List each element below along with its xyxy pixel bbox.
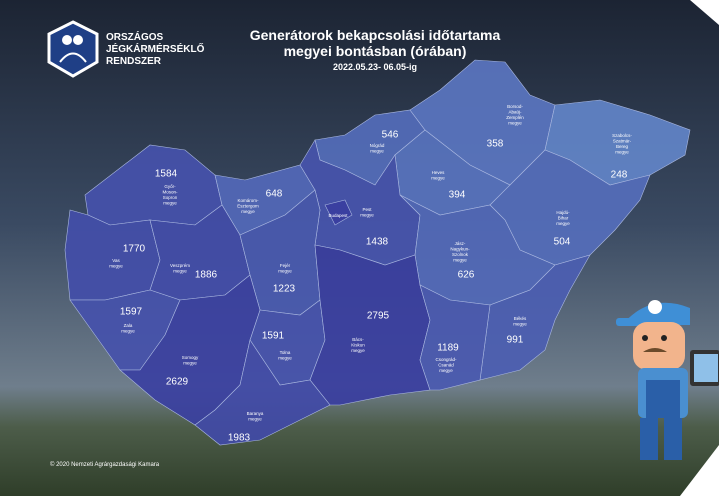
county-name: Somogy (182, 355, 199, 360)
county-value: 358 (487, 139, 504, 150)
county-name: megye (109, 264, 123, 269)
county-name: megye (508, 121, 522, 126)
county-name: Szolnok (452, 252, 469, 257)
county-value: 1584 (155, 169, 178, 180)
county-name: Veszprém (170, 263, 190, 268)
county-name: Borsod- (507, 104, 523, 109)
county-name: Kiskun (351, 343, 365, 348)
counties (64, 59, 691, 446)
county-value: 1770 (123, 244, 146, 255)
county-value: 2795 (367, 311, 390, 322)
county-name: megye (370, 149, 384, 154)
county-name: megye (431, 176, 445, 181)
county-name: Csongrád- (435, 357, 457, 362)
county-name: megye (453, 258, 467, 263)
corner (690, 0, 719, 25)
county-name: Budapest (328, 213, 348, 218)
county-name: megye (163, 201, 177, 206)
county-name: megye (241, 209, 255, 214)
county-value: 546 (382, 130, 399, 141)
county-name: Szatmár- (613, 139, 632, 144)
county-name: Fejér (280, 263, 291, 268)
county-value: 1597 (120, 307, 143, 318)
county-value: 1223 (273, 284, 296, 295)
county-name: Jász- (455, 241, 466, 246)
county-name: Bereg (616, 144, 629, 149)
county-name: megye (278, 269, 292, 274)
county-value: 1438 (366, 237, 389, 248)
county-name: Tolna (280, 350, 291, 355)
county-name: Sopron (163, 195, 178, 200)
title: megyei bontásban (órában) (284, 43, 467, 59)
county-value: 1591 (262, 331, 285, 342)
logo-text: ORSZÁGOS (106, 30, 164, 43)
county-name: Komárom- (237, 198, 259, 203)
county-name: Szabolcs- (612, 133, 632, 138)
county-name: megye (183, 361, 197, 366)
county-name: Bihar (558, 216, 569, 221)
county-name: Heves (432, 170, 446, 175)
subtitle: 2022.05.23- 06.05-ig (333, 62, 417, 72)
county-name: Győr- (164, 184, 176, 189)
county-value: 394 (449, 190, 466, 201)
county-name: megye (360, 213, 374, 218)
county-name: megye (439, 368, 453, 373)
county-name: megye (121, 329, 135, 334)
county-value: 648 (266, 189, 283, 200)
county-name: megye (556, 221, 570, 226)
county-value: 1983 (228, 433, 251, 444)
county-name: megye (248, 417, 262, 422)
county-name: Esztergom (237, 204, 259, 209)
county-name: megye (278, 356, 292, 361)
county-name: Nagykun- (450, 247, 470, 252)
county-value: 504 (554, 237, 571, 248)
county-name: Vas (112, 258, 120, 263)
copyright: © 2020 Nemzeti Agrárgazdasági Kamara (50, 461, 160, 468)
county-name: Zala (124, 323, 133, 328)
county (324, 199, 353, 226)
county-name: Csanád (438, 363, 454, 368)
county (194, 339, 331, 446)
county-value: 626 (458, 270, 475, 281)
county-value: 2629 (166, 377, 189, 388)
county-value: 248 (611, 170, 628, 181)
county-name: Moson- (162, 190, 178, 195)
county (479, 254, 591, 381)
county-value: 1886 (195, 270, 218, 281)
county-name: megye (513, 322, 527, 327)
county-name: megye (615, 150, 629, 155)
county-name: Nógrád (370, 143, 385, 148)
county-name: Zemplén (506, 115, 524, 120)
county-name: Békés (514, 316, 527, 321)
county-name: megye (173, 269, 187, 274)
corner (680, 445, 719, 496)
logo-text: JÉGKÁRMÉRSÉKLŐ (106, 42, 205, 55)
county-value: 991 (507, 335, 524, 346)
county (419, 284, 491, 391)
county-name: Baranya (247, 411, 264, 416)
logo: ORSZÁGOS JÉGKÁRMÉRSÉKLŐ RENDSZER (47, 20, 205, 78)
county-name: megye (351, 348, 365, 353)
title: Generátorok bekapcsolási időtartama (250, 27, 501, 43)
county-name: Abaúj- (508, 110, 522, 115)
county (309, 244, 431, 406)
county-name: Hajdú- (556, 210, 570, 215)
mascot (616, 300, 719, 460)
county-name: Bács- (352, 337, 364, 342)
county-value: 1189 (437, 343, 459, 354)
logo-text: RENDSZER (106, 56, 162, 67)
labels: 1584Győr-Moson-Sopronmegye648Komárom-Esz… (109, 104, 632, 444)
county-name: Pest (362, 207, 372, 212)
